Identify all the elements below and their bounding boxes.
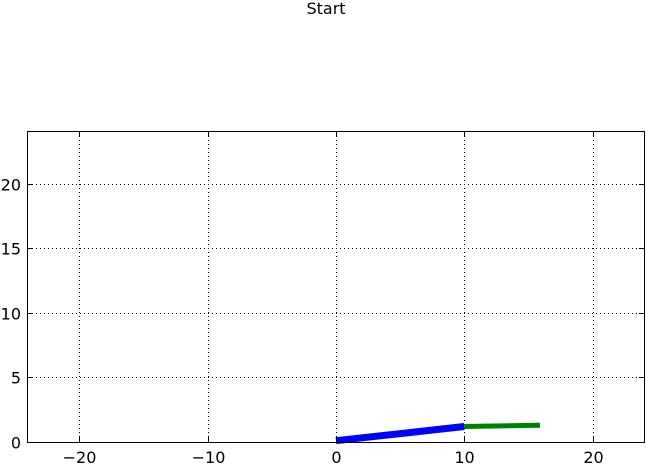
y-tick-label: 20 xyxy=(1,176,21,195)
ticks: −20 −10 0 10 20 0 5 10 15 20 xyxy=(1,132,644,466)
y-tick-label: 10 xyxy=(1,305,21,324)
x-tick-label: 10 xyxy=(454,448,474,466)
series-line-2 xyxy=(464,422,541,429)
x-tick-label: −20 xyxy=(63,448,97,466)
y-tick-label: 5 xyxy=(11,369,21,388)
plot-frame xyxy=(27,131,645,443)
grid xyxy=(28,132,644,442)
y-tick-label: 15 xyxy=(1,240,21,259)
x-tick-label: 0 xyxy=(331,448,341,466)
x-tick-label: 20 xyxy=(583,448,603,466)
x-tick-label: −10 xyxy=(192,448,226,466)
chart-title: Start xyxy=(306,0,345,18)
series-line-1 xyxy=(335,423,465,445)
y-tick-label: 0 xyxy=(11,434,21,453)
series-layer xyxy=(335,422,541,445)
